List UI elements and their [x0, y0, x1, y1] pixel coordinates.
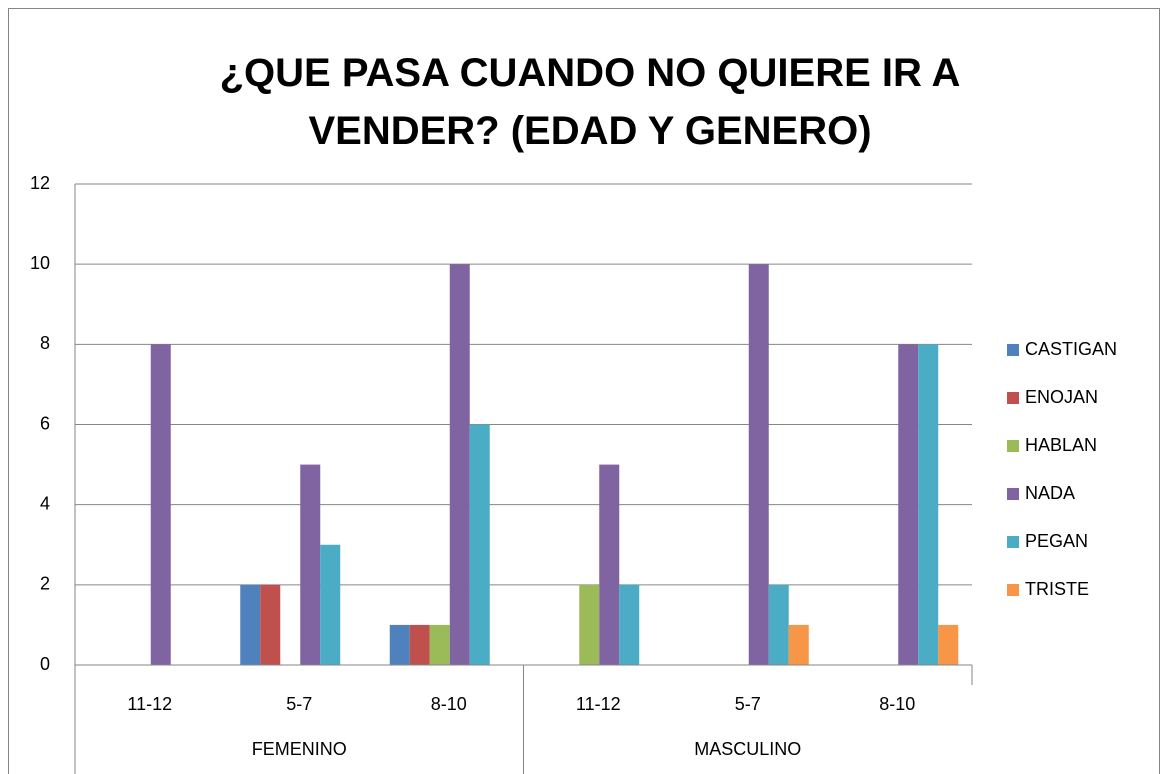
bar	[898, 344, 919, 665]
legend-label: PEGAN	[1025, 531, 1088, 551]
legend-swatch	[1007, 392, 1019, 404]
y-tick-label: 4	[40, 493, 50, 513]
chart-frame	[8, 8, 1160, 774]
legend-label: CASTIGAN	[1025, 339, 1117, 359]
bar	[320, 544, 341, 665]
legend-label: ENOJAN	[1025, 387, 1098, 407]
legend-label: NADA	[1025, 483, 1075, 503]
group-label: FEMENINO	[252, 739, 347, 759]
bar	[240, 584, 261, 665]
y-tick-label: 8	[40, 333, 50, 353]
x-tick-label: 8-10	[431, 694, 467, 714]
legend-label: TRISTE	[1025, 579, 1089, 599]
bar	[389, 624, 410, 665]
y-tick-label: 12	[30, 173, 50, 193]
x-tick-label: 8-10	[879, 694, 915, 714]
bar	[449, 264, 470, 665]
group-label: MASCULINO	[694, 739, 801, 759]
bar	[619, 584, 640, 665]
legend-label: HABLAN	[1025, 435, 1097, 455]
bar	[788, 624, 809, 665]
bar	[300, 464, 321, 665]
bar	[579, 584, 600, 665]
bar	[260, 584, 281, 665]
bar	[469, 424, 490, 665]
y-tick-label: 0	[40, 654, 50, 674]
bar	[150, 344, 171, 665]
y-tick-label: 10	[30, 253, 50, 273]
legend-swatch	[1007, 584, 1019, 596]
bar	[938, 624, 959, 665]
bar	[429, 624, 450, 665]
bar	[599, 464, 620, 665]
y-tick-label: 2	[40, 574, 50, 594]
bar	[768, 584, 789, 665]
chart-title: ¿QUE PASA CUANDO NO QUIERE IR A VENDER? …	[219, 51, 961, 153]
bar	[748, 264, 769, 665]
y-tick-label: 6	[40, 413, 50, 433]
x-tick-label: 5-7	[286, 694, 312, 714]
x-tick-label: 11-12	[576, 694, 621, 714]
bar	[409, 624, 430, 665]
legend-swatch	[1007, 344, 1019, 356]
legend-swatch	[1007, 488, 1019, 500]
legend-swatch	[1007, 440, 1019, 452]
x-tick-label: 11-12	[127, 694, 172, 714]
legend-swatch	[1007, 536, 1019, 548]
x-tick-label: 5-7	[735, 694, 761, 714]
bar	[918, 344, 939, 665]
